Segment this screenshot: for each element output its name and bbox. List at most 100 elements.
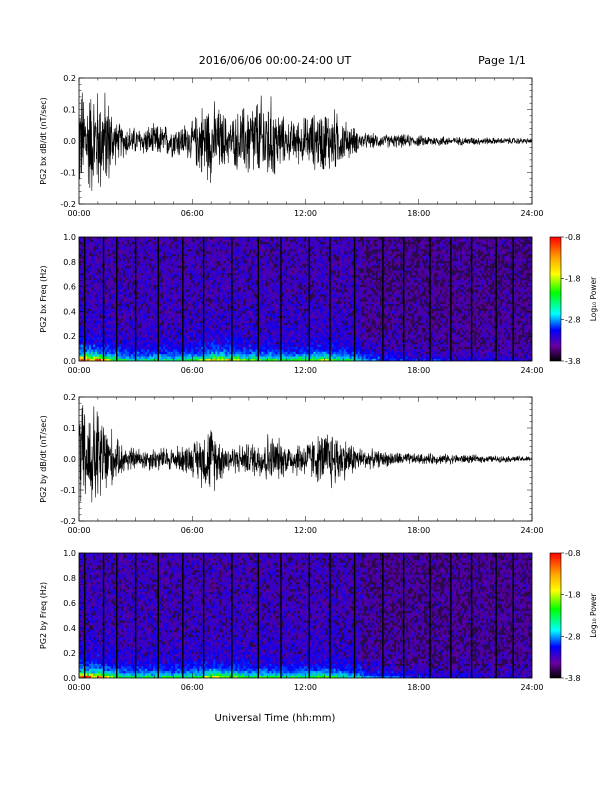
spectrogram-cell: [287, 308, 290, 312]
spectrogram-cell: [227, 251, 230, 254]
spectrogram-cell: [283, 246, 286, 250]
spectrogram-cell: [113, 315, 116, 319]
spectrogram-cell: [229, 330, 232, 333]
spectrogram-cell: [111, 349, 114, 352]
spectrogram-cell: [217, 248, 220, 252]
spectrogram-cell: [153, 330, 156, 333]
spectrogram-cell: [171, 282, 174, 285]
spectrogram-cell: [265, 313, 268, 316]
spectrogram-cell: [97, 308, 100, 312]
spectrogram-cell: [209, 296, 212, 300]
spectrogram-cell: [263, 296, 266, 300]
spectrogram-cell: [95, 349, 98, 352]
spectrogram-cell: [159, 330, 162, 333]
spectrogram-cell: [235, 291, 238, 295]
spectrogram-cell: [95, 301, 98, 305]
spectrogram-cell: [261, 303, 264, 307]
spectrogram-cell: [285, 303, 288, 307]
spectrogram-cell: [123, 310, 126, 314]
spectrogram-cell: [105, 251, 108, 254]
spectrogram-cell: [97, 248, 100, 252]
spectrogram-cell: [215, 315, 218, 319]
spectrogram-cell: [105, 258, 108, 262]
spectrogram-cell: [191, 251, 194, 254]
spectrogram-cell: [159, 237, 162, 240]
spectrogram-cell: [193, 279, 196, 283]
spectrogram-cell: [295, 334, 298, 338]
spectrogram-cell: [85, 308, 88, 312]
spectrogram-cell: [223, 289, 226, 293]
spectrogram-cell: [151, 325, 154, 328]
spectrogram-cell: [179, 303, 182, 307]
spectrogram-cell: [105, 263, 108, 266]
spectrogram-cell: [97, 356, 100, 359]
spectrogram-cell: [225, 315, 228, 319]
spectrogram-cell: [95, 284, 98, 288]
spectrogram-cell: [185, 310, 188, 314]
spectrogram-cell: [163, 356, 166, 359]
spectrogram-cell: [163, 332, 166, 336]
spectrogram-cell: [79, 344, 82, 347]
spectrogram-cell: [197, 358, 200, 361]
spectrogram-cell: [253, 263, 256, 266]
spectrogram-cell: [193, 353, 196, 357]
spectrogram-cell: [101, 256, 104, 259]
spectrogram-cell: [245, 306, 248, 309]
spectrogram-cell: [253, 260, 256, 264]
spectrogram-cell: [217, 272, 220, 276]
spectrogram-cell: [287, 270, 290, 274]
spectrogram-cell: [95, 265, 98, 269]
spectrogram-cell: [161, 341, 164, 345]
spectrogram-cell: [87, 251, 90, 254]
spectrogram-cell: [145, 299, 148, 302]
spectrogram-cell: [209, 353, 212, 357]
spectrogram-cell: [243, 341, 246, 345]
spectrogram-cell: [215, 330, 218, 333]
spectrogram-cell: [167, 282, 170, 285]
spectrogram-cell: [99, 284, 102, 288]
spectrogram-cell: [215, 344, 218, 347]
spectrogram-cell: [187, 253, 190, 257]
spectrogram-cell: [241, 265, 244, 269]
spectrogram-cell: [197, 270, 200, 274]
spectrogram-cell: [201, 256, 204, 259]
spectrogram-cell: [155, 306, 158, 309]
spectrogram-cell: [281, 306, 284, 309]
spectrogram-cell: [129, 282, 132, 285]
spectrogram-cell: [137, 251, 140, 254]
spectrogram-cell: [253, 353, 256, 357]
spectrogram-cell: [93, 279, 96, 283]
spectrogram-cell: [223, 253, 226, 257]
spectrogram-cell: [263, 237, 266, 240]
spectrogram-cell: [167, 272, 170, 276]
spectrogram-cell: [201, 322, 204, 326]
spectrogram-cell: [271, 294, 274, 297]
spectrogram-cell: [93, 303, 96, 307]
spectrogram-cell: [269, 284, 272, 288]
spectrogram-cell: [147, 346, 150, 350]
spectrogram-cell: [225, 301, 228, 305]
spectrogram-cell: [275, 344, 278, 347]
spectrogram-cell: [223, 272, 226, 276]
spectrogram-cell: [95, 268, 98, 271]
spectrogram-cell: [233, 337, 236, 340]
spectrogram-cell: [229, 320, 232, 324]
spectrogram-cell: [217, 341, 220, 345]
spectrogram-cell: [153, 291, 156, 295]
spectrogram-cell: [189, 332, 192, 336]
spectrogram-cell: [265, 258, 268, 262]
spectrogram-cell: [85, 351, 88, 355]
spectrogram-cell: [247, 351, 250, 355]
spectrogram-cell: [221, 313, 224, 316]
spectrogram-cell: [225, 325, 228, 328]
spectrogram-cell: [159, 346, 162, 350]
spectrogram-cell: [269, 308, 272, 312]
spectrogram-cell: [243, 353, 246, 357]
spectrogram-cell: [95, 334, 98, 338]
spectrogram-cell: [97, 282, 100, 285]
spectrogram-cell: [145, 244, 148, 247]
spectrogram-cell: [225, 349, 228, 352]
spectrogram-cell: [89, 327, 92, 331]
spectrogram-cell: [143, 337, 146, 340]
spectrogram-cell: [161, 315, 164, 319]
